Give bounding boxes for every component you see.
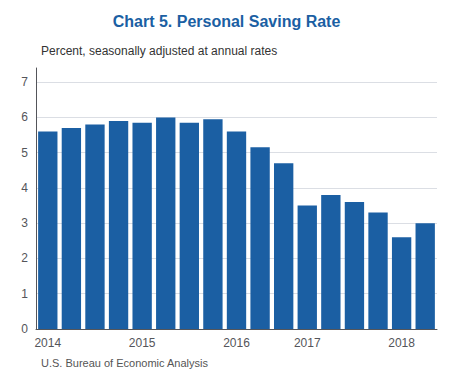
svg-text:2016: 2016 <box>223 336 250 350</box>
svg-text:2015: 2015 <box>129 336 156 350</box>
svg-text:6: 6 <box>21 110 28 124</box>
svg-text:U.S. Bureau of Economic Analys: U.S. Bureau of Economic Analysis <box>41 357 208 369</box>
svg-text:1: 1 <box>21 287 28 301</box>
svg-text:5: 5 <box>21 146 28 160</box>
svg-text:7: 7 <box>21 75 28 89</box>
svg-text:2: 2 <box>21 251 28 265</box>
svg-text:Percent, seasonally adjusted a: Percent, seasonally adjusted at annual r… <box>41 44 277 58</box>
svg-text:4: 4 <box>21 181 28 195</box>
svg-text:3: 3 <box>21 216 28 230</box>
svg-text:2014: 2014 <box>34 336 61 350</box>
svg-text:Chart 5. Personal Saving Rate: Chart 5. Personal Saving Rate <box>113 13 341 30</box>
svg-text:2017: 2017 <box>294 336 321 350</box>
svg-text:0: 0 <box>21 322 28 336</box>
svg-text:2018: 2018 <box>388 336 415 350</box>
